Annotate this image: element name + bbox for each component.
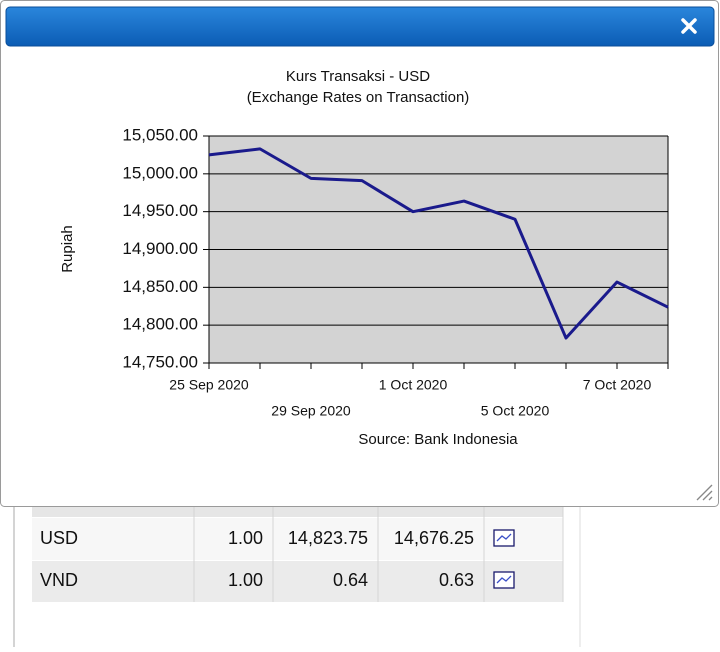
column-lines <box>193 505 564 602</box>
table-cell: 0.64 <box>333 570 368 590</box>
y-tick-label: 14,950.00 <box>122 201 198 220</box>
icon-line <box>496 575 512 584</box>
table-cell: 14,676.25 <box>394 528 474 548</box>
table-row <box>32 518 563 560</box>
chart-icon[interactable] <box>493 529 515 547</box>
window-header <box>5 6 715 47</box>
chart-title: Kurs Transaksi - USD <box>286 68 430 85</box>
table-cell: 1.00 <box>228 570 263 590</box>
table-row-strip <box>32 505 563 517</box>
table-cell: 0.63 <box>439 570 474 590</box>
y-tick-label: 14,800.00 <box>122 315 198 334</box>
source-note: Source: Bank Indonesia <box>358 431 518 448</box>
x-tick-label: 29 Sep 2020 <box>271 403 351 419</box>
y-tick-label: 14,900.00 <box>122 239 198 258</box>
close-button[interactable] <box>681 18 697 34</box>
table-row <box>32 561 563 602</box>
table-cell: 1.00 <box>228 528 263 548</box>
y-tick-label: 15,000.00 <box>122 163 198 182</box>
chart-icon[interactable] <box>493 571 515 589</box>
x-tick-label: 7 Oct 2020 <box>583 377 652 393</box>
table-cell: 14,823.75 <box>288 528 368 548</box>
y-tick-label: 14,750.00 <box>122 352 198 371</box>
table-cell: VND <box>40 570 78 590</box>
chart-subtitle: (Exchange Rates on Transaction) <box>247 89 470 106</box>
x-tick-label: 25 Sep 2020 <box>169 377 249 393</box>
icon-line <box>496 533 512 542</box>
x-tick-label: 1 Oct 2020 <box>379 377 448 393</box>
y-tick-label: 14,850.00 <box>122 277 198 296</box>
table-cell: USD <box>40 528 78 548</box>
y-tick-label: 15,050.00 <box>122 125 198 144</box>
resize-grip[interactable] <box>696 484 713 501</box>
x-tick-label: 5 Oct 2020 <box>481 403 550 419</box>
y-axis-label: Rupiah <box>59 225 76 273</box>
data-line <box>208 147 669 340</box>
